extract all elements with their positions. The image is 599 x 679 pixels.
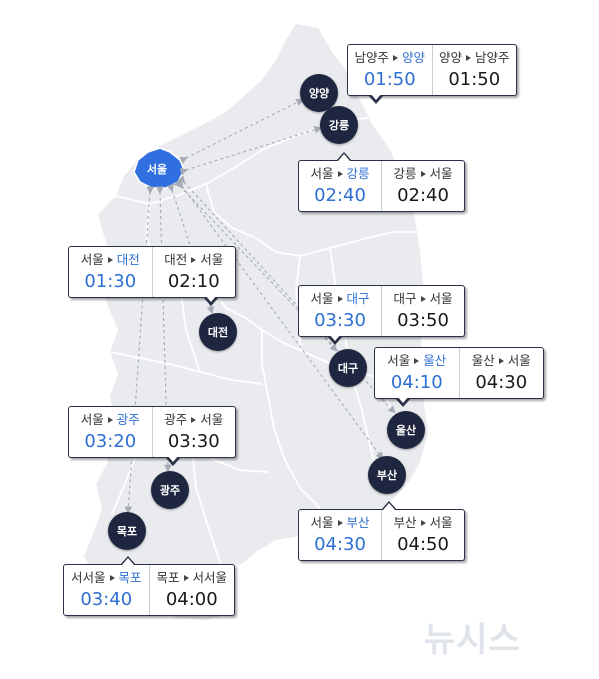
callout-gangneung: 서울 강릉 02:40 강릉 서울 02:40	[298, 152, 465, 212]
inbound-time: 02:40	[397, 184, 449, 206]
inbound: 부산 서울 04:50	[381, 510, 464, 560]
callout-daejeon: 서울 대전 01:30 대전 서울 02:10	[68, 246, 236, 306]
outbound-time: 01:50	[363, 68, 416, 90]
inbound-time: 03:30	[167, 430, 220, 452]
outbound-time: 01:30	[84, 270, 137, 292]
inbound: 대전 서울 02:10	[151, 247, 236, 297]
callout-busan: 서울 부산 04:30 부산 서울 04:50	[298, 501, 465, 561]
outbound-time: 03:20	[84, 430, 137, 452]
outbound: 서울 대전 01:30	[80, 251, 140, 292]
outbound: 서울 강릉 02:40	[310, 165, 370, 206]
origin-label: 서울	[147, 162, 167, 176]
outbound: 남양주 양양 01:50	[354, 49, 426, 90]
city-pin-daejeon: 대전	[199, 313, 237, 351]
city-pin-ulsan: 울산	[387, 411, 425, 449]
outbound: 서서울 목포 03:40	[70, 569, 142, 610]
callout-gwangju: 서울 광주 03:20 광주 서울 03:30	[68, 406, 236, 466]
watermark-logo: 뉴시스	[424, 620, 521, 660]
inbound: 강릉 서울 02:40	[381, 161, 464, 211]
city-pin-gwangju: 광주	[151, 471, 189, 509]
city-pin-yangyang: 양양	[300, 74, 338, 112]
callout-mokpo: 서서울 목포 03:40 목포 서서울 04:00	[63, 556, 235, 616]
inbound-time: 02:10	[167, 270, 220, 292]
city-pin-busan: 부산	[368, 456, 406, 494]
callout-ulsan: 서울 울산 04:10 울산 서울 04:30	[374, 347, 544, 407]
arrow-gwangju	[155, 186, 172, 473]
inbound: 대구 서울 03:50	[381, 286, 464, 336]
outbound-time: 03:30	[314, 309, 366, 331]
inbound-time: 04:30	[475, 371, 528, 393]
callout-daegu: 서울 대구 03:30 대구 서울 03:50	[298, 285, 465, 345]
city-pin-daegu: 대구	[329, 349, 367, 387]
outbound-time: 03:40	[80, 588, 133, 610]
outbound-time: 02:40	[314, 184, 366, 206]
inbound-time: 03:50	[397, 309, 449, 331]
outbound: 서울 울산 04:10	[387, 352, 447, 393]
outbound-time: 04:10	[390, 371, 443, 393]
inbound: 광주 서울 03:30	[151, 407, 236, 457]
arrow-busan	[175, 179, 384, 460]
outbound-time: 04:30	[314, 533, 366, 555]
inbound-time: 04:50	[397, 533, 449, 555]
callout-yangyang: 남양주 양양 01:50 양양 남양주 01:50	[347, 44, 517, 104]
inbound: 목포 서서울 04:00	[148, 565, 235, 615]
outbound: 서울 광주 03:20	[80, 411, 140, 452]
outbound: 서울 부산 04:30	[310, 514, 370, 555]
inbound-time: 04:00	[165, 588, 218, 610]
city-pin-mokpo: 목포	[108, 512, 146, 550]
arrow-yangyang	[179, 99, 304, 164]
outbound: 서울 대구 03:30	[310, 290, 370, 331]
inbound: 양양 남양주 01:50	[431, 45, 517, 95]
city-pin-gangneung: 강릉	[320, 106, 358, 144]
inbound-time: 01:50	[448, 68, 501, 90]
inbound: 울산 서울 04:30	[458, 348, 544, 398]
